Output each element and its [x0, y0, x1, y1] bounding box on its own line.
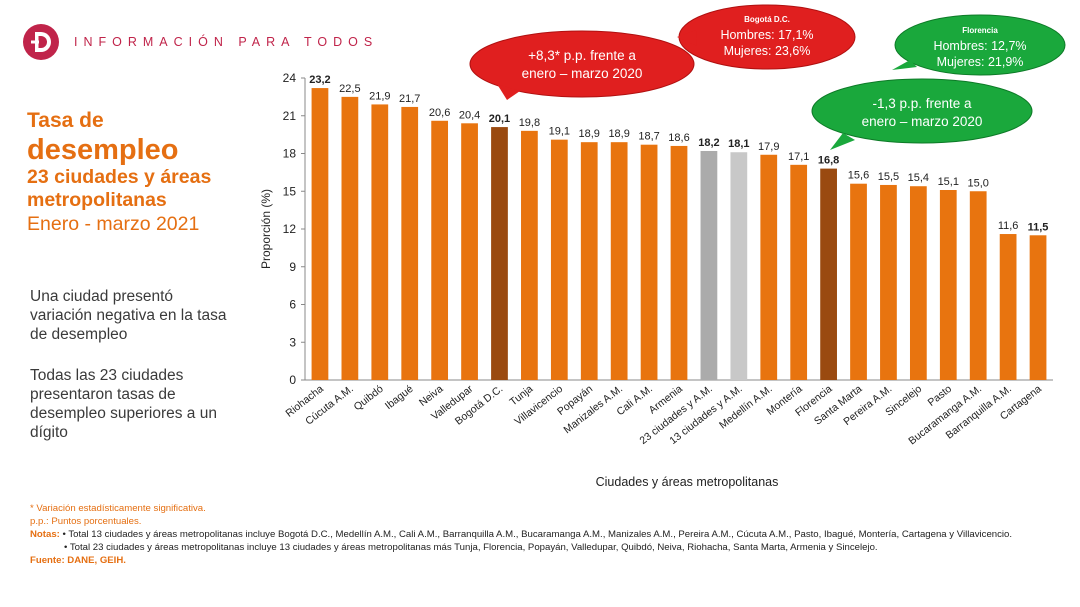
data-label-13: 18,2 [698, 137, 719, 149]
y-tick-label: 6 [289, 298, 296, 312]
bar-18 [850, 183, 867, 380]
bar-4 [431, 120, 449, 381]
data-label-15: 17,9 [758, 141, 779, 153]
side-paragraph-1: Una ciudad presentó variación negativa e… [30, 288, 227, 343]
data-label-0: 23,2 [309, 74, 330, 86]
bar-2 [371, 104, 389, 381]
data-label-17: 16,8 [818, 155, 839, 167]
bar-1 [341, 96, 359, 380]
x-axis-title: Ciudades y áreas metropolitanas [596, 475, 779, 489]
x-tick-label-2: Quibdó [352, 383, 386, 413]
data-label-5: 20,4 [459, 109, 480, 121]
data-label-16: 17,1 [788, 151, 809, 163]
bar-19 [880, 184, 897, 380]
bar-21 [939, 189, 957, 380]
y-tick-label: 3 [289, 335, 296, 349]
callout-bogota-change-line2: enero – marzo 2020 [522, 66, 643, 81]
bar-12 [670, 145, 688, 380]
callout-florencia-gender-title: Florencia [962, 26, 998, 35]
data-label-21: 15,1 [938, 176, 959, 188]
unemployment-bar-chart: 0 3 6 9 12 15 18 21 24 Proporción (%) Ciudades y á… [259, 4, 1066, 489]
bar-17 [820, 168, 837, 380]
header: INFORMACIÓN PARA TODOS [22, 22, 378, 62]
bar-24 [1029, 235, 1047, 380]
callout-florencia-gender-men: Hombres: 12,7% [933, 39, 1026, 53]
y-tick-label: 24 [283, 71, 297, 85]
title-period: Enero - marzo 2021 [27, 213, 200, 235]
callout-florencia-change-line2: enero – marzo 2020 [862, 114, 983, 129]
y-tick-label: 0 [289, 373, 296, 387]
data-label-4: 20,6 [429, 107, 450, 119]
data-label-20: 15,4 [908, 172, 929, 184]
callout-bogota-gender: Bogotá D.C. Hombres: 17,1% Mujeres: 23,6… [677, 4, 856, 70]
data-label-10: 18,9 [608, 128, 629, 140]
data-label-23: 11,6 [998, 220, 1019, 232]
note-source: Fuente: DANE, GEIH. [30, 555, 126, 566]
side-title: Tasa de desempleo 23 ciudades y áreas me… [27, 108, 242, 236]
y-tick-label: 21 [283, 109, 297, 123]
data-label-12: 18,6 [668, 132, 689, 144]
bar-16 [790, 164, 808, 380]
bar-22 [969, 191, 987, 380]
y-axis-title: Proporción (%) [259, 189, 273, 269]
callout-bogota-gender-men: Hombres: 17,1% [720, 28, 813, 42]
bar-0 [311, 88, 329, 381]
bar-14 [730, 152, 748, 380]
data-label-18: 15,6 [848, 170, 869, 182]
bar-10 [610, 142, 628, 380]
y-tick-label: 18 [283, 147, 297, 161]
callout-bogota-gender-women: Mujeres: 23,6% [724, 44, 811, 58]
callout-florencia-gender: Florencia Hombres: 12,7% Mujeres: 21,9% [892, 14, 1066, 76]
bar-15 [760, 154, 778, 380]
bar-13 [700, 150, 718, 380]
callout-bogota-gender-title: Bogotá D.C. [744, 15, 790, 24]
bar-5 [461, 123, 478, 381]
callout-bogota-change-line1: +8,3* p.p. frente a [528, 48, 636, 63]
data-label-2: 21,9 [369, 90, 390, 102]
notes: * Variación estadísticamente significati… [30, 502, 1060, 567]
bar-20 [909, 186, 927, 380]
data-label-8: 19,1 [549, 126, 570, 138]
data-label-14: 18,1 [728, 138, 749, 150]
bar-7 [521, 130, 538, 380]
bar-9 [580, 142, 598, 380]
data-label-22: 15,0 [967, 177, 988, 189]
y-tick-label: 12 [283, 222, 297, 236]
title-line-4: metropolitanas [27, 189, 167, 211]
note-pp: p.p.: Puntos porcentuales. [30, 516, 142, 527]
y-tick-label: 15 [283, 184, 297, 198]
bar-3 [401, 106, 419, 381]
data-label-6: 20,1 [489, 113, 510, 125]
callout-florencia-change: -1,3 p.p. frente a enero – marzo 2020 [811, 78, 1033, 150]
side-paragraph-2: Todas las 23 ciudades presentaron tasas … [30, 367, 217, 441]
callout-florencia-change-line1: -1,3 p.p. frente a [872, 96, 972, 111]
note-2: • Total 23 ciudades y áreas metropolitan… [64, 542, 878, 553]
note-asterisk: * Variación estadísticamente significati… [30, 503, 206, 514]
notes-label: Notas: [30, 529, 60, 540]
title-line-2: desempleo [27, 134, 179, 166]
data-label-11: 18,7 [638, 131, 659, 143]
bar-8 [550, 139, 568, 380]
data-label-1: 22,5 [339, 83, 360, 95]
title-line-1: Tasa de [27, 109, 104, 132]
bar-23 [999, 234, 1017, 380]
data-label-9: 18,9 [579, 128, 600, 140]
dane-logo-icon [23, 24, 59, 60]
callout-florencia-gender-women: Mujeres: 21,9% [937, 55, 1024, 69]
x-tick-label-3: Ibagué [383, 383, 416, 412]
y-tick-label: 9 [289, 260, 296, 274]
data-label-19: 15,5 [878, 171, 899, 183]
callout-bogota-change: +8,3* p.p. frente a enero – marzo 2020 [469, 30, 695, 100]
bar-6 [491, 127, 508, 380]
data-label-3: 21,7 [399, 93, 420, 105]
bar-11 [640, 144, 658, 380]
title-line-3: 23 ciudades y áreas [27, 166, 212, 188]
header-tagline: INFORMACIÓN PARA TODOS [74, 35, 379, 49]
data-label-7: 19,8 [519, 117, 540, 129]
note-1: • Total 13 ciudades y áreas metropolitan… [62, 529, 1013, 540]
data-label-24: 11,5 [1028, 221, 1049, 233]
